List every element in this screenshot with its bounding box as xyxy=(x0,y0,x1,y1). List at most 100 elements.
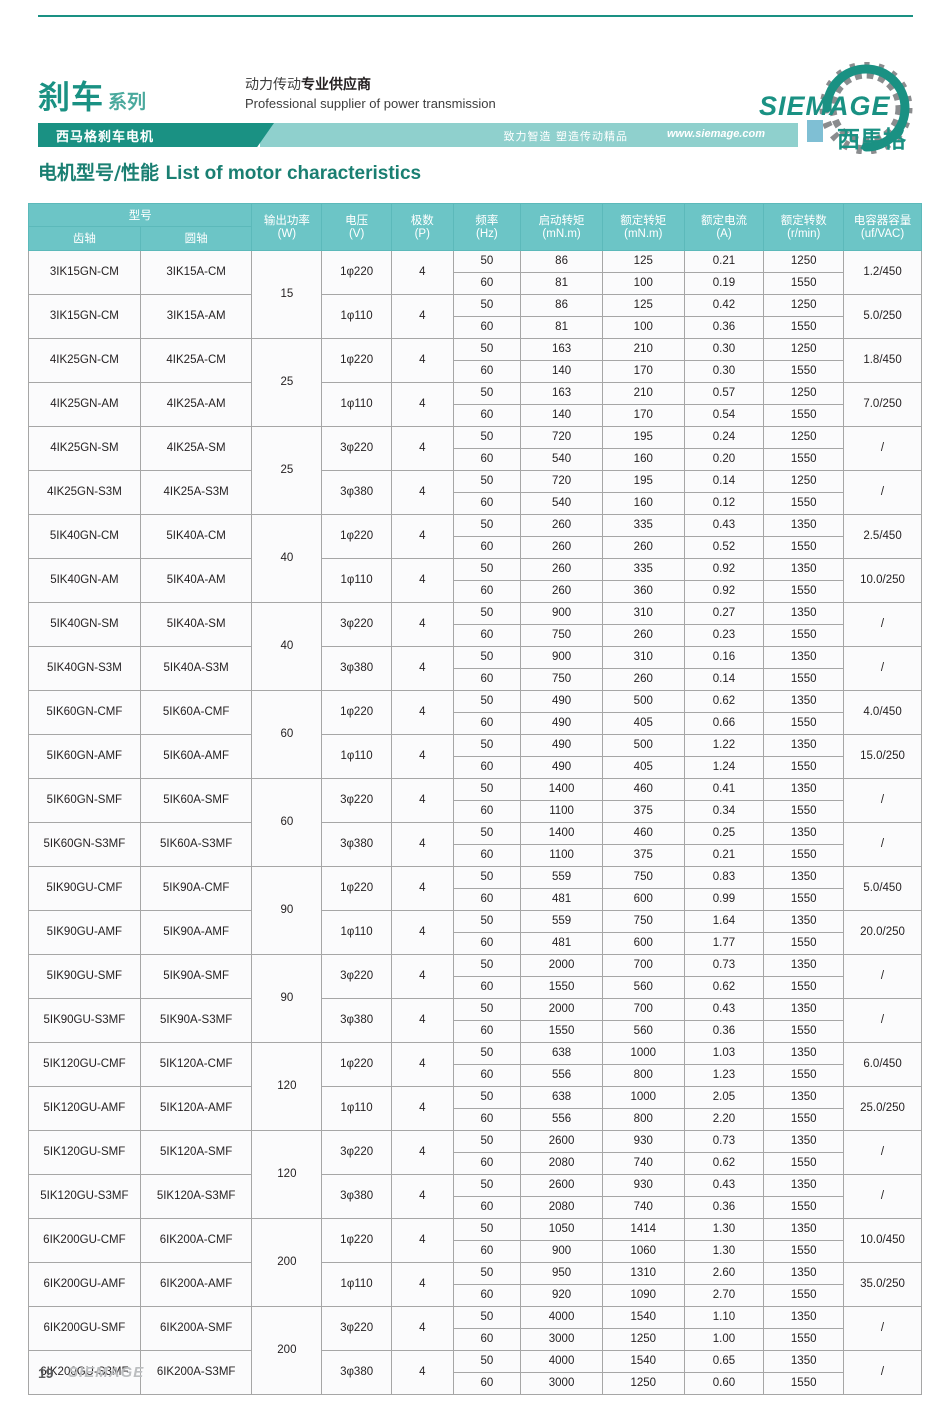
table-row: 60 260 260 0.52 1550 xyxy=(29,535,922,559)
cell-frequency: 50 xyxy=(452,601,522,625)
company-url[interactable]: www.siemage.com xyxy=(666,128,765,140)
cell-round-shaft-model: 5IK90A-AMF xyxy=(139,909,253,955)
cell-frequency: 60 xyxy=(452,359,522,383)
cell-rated-torque: 210 xyxy=(601,381,685,405)
cell-rated-current: 0.12 xyxy=(683,491,765,515)
cell-rated-current: 1.23 xyxy=(683,1063,765,1087)
cell-poles: 4 xyxy=(390,469,454,515)
brand-bar-dark xyxy=(38,123,248,147)
cell-starting-torque: 2000 xyxy=(520,997,603,1021)
cell-gear-shaft-model: 5IK90GU-S3MF xyxy=(28,997,141,1043)
cell-starting-torque: 556 xyxy=(520,1107,603,1131)
cell-rated-current: 0.62 xyxy=(683,689,765,713)
cell-rated-torque: 930 xyxy=(601,1173,685,1197)
cell-rated-torque: 310 xyxy=(601,645,685,669)
col-header-poles-label: 极数 xyxy=(410,212,434,227)
cell-rated-torque: 930 xyxy=(601,1129,685,1153)
cell-rated-torque: 740 xyxy=(601,1151,685,1175)
table-row: 6IK200GU-CMF 6IK200A-CMF 200 1φ220 4 50 1050 14… xyxy=(28,1217,922,1307)
cell-rated-torque: 700 xyxy=(601,997,685,1021)
cell-poles: 4 xyxy=(390,1217,454,1263)
cell-starting-torque: 3000 xyxy=(520,1327,603,1351)
table-row: 5IK90GU-CMF 5IK90A-CMF 90 1φ220 4 50 559 750 0.8… xyxy=(28,865,922,955)
cell-starting-torque: 260 xyxy=(520,513,603,537)
cell-starting-torque: 1400 xyxy=(520,777,603,801)
cell-rated-speed: 1550 xyxy=(763,843,845,867)
cell-rated-speed: 1550 xyxy=(763,1327,845,1351)
cell-frequency: 60 xyxy=(452,711,522,735)
cell-capacitor: 5.0/450 xyxy=(843,865,922,911)
cell-frequency: 50 xyxy=(452,733,522,757)
cell-capacitor: / xyxy=(843,645,922,691)
cell-rated-current: 0.62 xyxy=(683,1151,765,1175)
cell-starting-torque: 2080 xyxy=(520,1151,603,1175)
cell-rated-speed: 1350 xyxy=(763,1173,845,1197)
cell-capacitor: 10.0/450 xyxy=(843,1217,922,1263)
cell-rated-current: 0.65 xyxy=(683,1349,765,1373)
cell-frequency: 60 xyxy=(452,1019,522,1043)
cell-capacitor: / xyxy=(843,1305,922,1351)
cell-rated-speed: 1350 xyxy=(763,909,845,933)
col-header-capacitor-unit: (uf/VAC) xyxy=(860,227,905,240)
cell-rated-speed: 1350 xyxy=(763,777,845,801)
col-header-rated-torque: 额定转矩 (mN.m) xyxy=(601,203,685,251)
cell-capacitor: 20.0/250 xyxy=(843,909,922,955)
cell-rated-torque: 1000 xyxy=(601,1041,685,1065)
cell-rated-current: 2.05 xyxy=(683,1085,765,1109)
cell-rated-torque: 740 xyxy=(601,1195,685,1219)
cell-starting-torque: 540 xyxy=(520,447,603,471)
cell-rated-speed: 1550 xyxy=(763,1195,845,1219)
cell-voltage: 3φ380 xyxy=(321,821,392,867)
cell-rated-speed: 1250 xyxy=(763,469,845,493)
cell-round-shaft-model: 5IK120A-S3MF xyxy=(139,1173,253,1219)
cell-capacitor: 1.2/450 xyxy=(843,249,922,295)
cell-rated-speed: 1550 xyxy=(763,535,845,559)
table-row: 5IK120GU-AMF 5IK120A-AMF 1φ110 4 50 638 1000 2.… xyxy=(28,1085,922,1131)
cell-frequency: 50 xyxy=(452,337,522,361)
cell-rated-torque: 405 xyxy=(601,755,685,779)
cell-starting-torque: 559 xyxy=(520,865,603,889)
table-row: 60 490 405 0.66 1550 xyxy=(29,711,922,735)
cell-poles: 4 xyxy=(390,337,454,383)
cell-rated-current: 1.03 xyxy=(683,1041,765,1065)
table-row: 60 481 600 1.77 1550 xyxy=(29,931,922,955)
cell-capacitor: / xyxy=(843,1349,922,1395)
cell-rated-current: 0.20 xyxy=(683,447,765,471)
table-row: 4IK25GN-AM 4IK25A-AM 1φ110 4 50 163 210 0.57 125… xyxy=(28,381,922,427)
cell-poles: 4 xyxy=(390,293,454,339)
gear-icon xyxy=(807,62,913,154)
cell-starting-torque: 86 xyxy=(520,249,603,273)
cell-starting-torque: 140 xyxy=(520,359,603,383)
cell-rated-speed: 1350 xyxy=(763,865,845,889)
cell-starting-torque: 720 xyxy=(520,469,603,493)
cell-rated-torque: 210 xyxy=(601,337,685,361)
cell-poles: 4 xyxy=(390,513,454,559)
cell-frequency: 50 xyxy=(452,1085,522,1109)
cell-rated-speed: 1550 xyxy=(763,887,845,911)
cell-gear-shaft-model: 5IK90GU-SMF xyxy=(28,953,141,999)
table-row: 5IK60GN-CMF 5IK60A-CMF 60 1φ220 4 50 490 500 0.6… xyxy=(28,689,922,779)
col-header-starting-torque-label: 启动转矩 xyxy=(538,212,585,227)
cell-rated-current: 1.10 xyxy=(683,1305,765,1329)
cell-frequency: 60 xyxy=(452,1107,522,1131)
cell-output-power: 120 xyxy=(251,1041,323,1131)
cell-gear-shaft-model: 6IK200GU-SMF xyxy=(28,1305,141,1351)
cell-poles: 4 xyxy=(390,821,454,867)
cell-frequency: 50 xyxy=(452,689,522,713)
cell-rated-torque: 800 xyxy=(601,1107,685,1131)
cell-starting-torque: 481 xyxy=(520,887,603,911)
col-header-capacitor-label: 电容器容量 xyxy=(853,212,912,227)
cell-rated-current: 2.60 xyxy=(683,1261,765,1285)
cell-round-shaft-model: 6IK200A-AMF xyxy=(139,1261,253,1307)
cell-voltage: 1φ110 xyxy=(321,733,392,779)
cell-starting-torque: 163 xyxy=(520,381,603,405)
cell-output-power: 90 xyxy=(251,953,323,1043)
cell-round-shaft-model: 5IK60A-SMF xyxy=(139,777,253,823)
cell-frequency: 60 xyxy=(452,447,522,471)
cell-rated-current: 0.42 xyxy=(683,293,765,317)
cell-output-power: 40 xyxy=(251,601,323,691)
col-header-voltage-unit: (V) xyxy=(348,227,365,240)
cell-rated-torque: 260 xyxy=(601,623,685,647)
brand-bar-label: 西马格刹车电机 xyxy=(56,130,155,145)
cell-output-power: 200 xyxy=(251,1305,323,1395)
